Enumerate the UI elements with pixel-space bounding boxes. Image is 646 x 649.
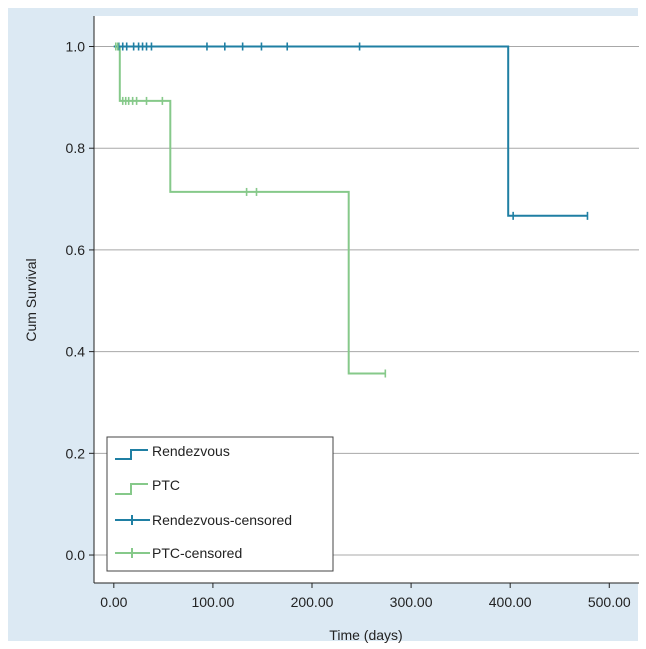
legend: Rendezvous PTC Rendezvous-censored PTC-c…	[106, 436, 334, 572]
series-line-rendezvous	[113, 45, 588, 217]
x-tick-label: 200.00	[291, 594, 334, 610]
y-tick-label: 0.2	[66, 445, 86, 461]
legend-box	[106, 436, 334, 572]
legend-item-ptc-censored: PTC-censored	[115, 545, 242, 561]
legend-swatch-ptc	[115, 483, 148, 495]
legend-item-ptc: PTC	[115, 477, 180, 495]
y-tick-label: 0.8	[66, 140, 86, 156]
axes	[93, 16, 639, 584]
x-tick-label: 400.00	[489, 594, 532, 610]
series-group	[113, 42, 589, 378]
x-tick-label: 300.00	[390, 594, 433, 610]
legend-item-rendezvous-censored: Rendezvous-censored	[115, 512, 292, 528]
x-tick-label: 0.00	[100, 594, 127, 610]
legend-label-rendezvous: Rendezvous	[152, 443, 230, 459]
y-tick-label: 0.6	[66, 242, 86, 258]
y-tick-label: 1.0	[66, 39, 86, 55]
legend-swatch-rendezvous	[115, 449, 148, 460]
y-tick-label: 0.4	[66, 344, 86, 360]
legend-label-ptc-censored: PTC-censored	[152, 545, 242, 561]
y-tick-label: 0.0	[66, 547, 86, 563]
legend-label-rendezvous-censored: Rendezvous-censored	[152, 512, 292, 528]
x-tick-label: 500.00	[588, 594, 631, 610]
tick-group: 0.0 0.2 0.4 0.6 0.8 1.0 0.00 100.00 200.00 300.00…	[66, 39, 631, 610]
legend-label-ptc: PTC	[152, 477, 180, 493]
legend-item-rendezvous: Rendezvous	[115, 443, 230, 460]
y-axis-label: Cum Survival	[23, 258, 39, 341]
x-axis-label: Time (days)	[329, 627, 402, 643]
x-tick-label: 100.00	[191, 594, 234, 610]
series-line-ptc	[113, 45, 386, 375]
